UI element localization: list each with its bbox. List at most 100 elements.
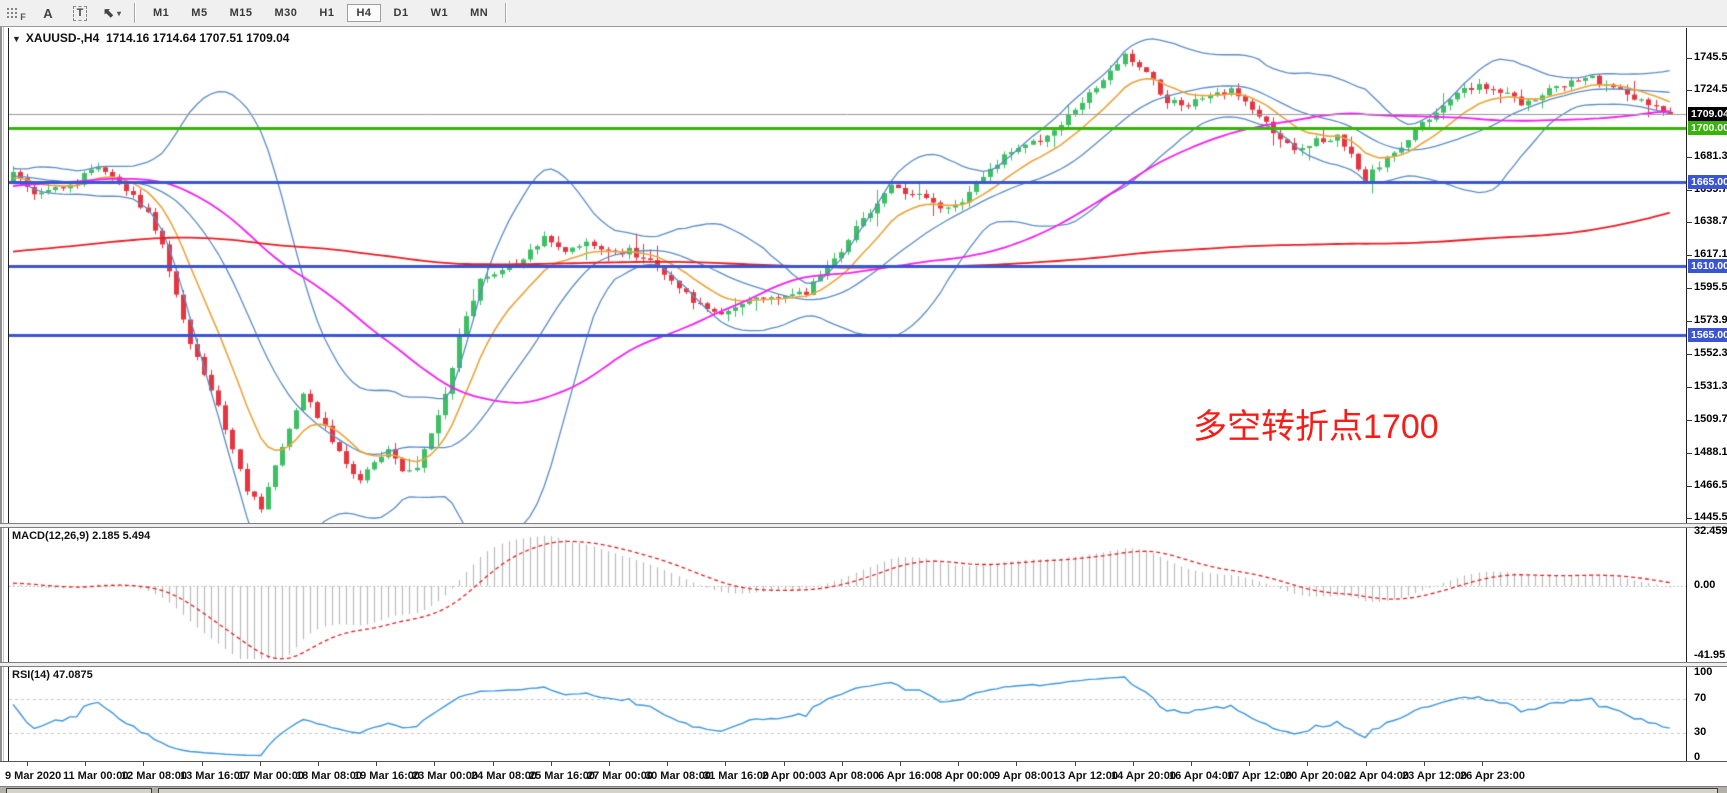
time-axis-label: 18 Mar 08:00 [296,770,363,782]
price-line-label-current: 1709.04 [1688,107,1727,121]
timeframe-button-mn[interactable]: MN [470,7,489,19]
time-axis-tick [376,762,377,766]
time-axis-tick [1307,762,1308,766]
price-line-label-green: 1700.00 [1688,121,1727,135]
text-label-button[interactable]: T [66,1,94,25]
price-axis-tick [1686,90,1692,91]
panel-separator[interactable] [0,662,1727,667]
time-axis-tick [202,762,203,766]
rsi-panel-bottom-border [0,761,1727,762]
macd-label: MACD(12,26,9) 2.185 5.494 [12,530,151,542]
grid-f-label: F [20,11,26,22]
toolbar-separator [505,3,508,23]
macd-axis-label: -41.95 [1694,649,1726,661]
grid-icon [6,6,20,20]
time-axis-tick [1016,762,1017,766]
arrow-tool-icon: ⬉ [103,5,114,20]
price-axis-tick [1686,453,1692,454]
time-axis-tick [1133,762,1134,766]
time-axis-tick [784,762,785,766]
price-axis-label: 1488.10 [1694,446,1727,458]
bottom-tab[interactable] [6,788,152,793]
toolbar-separator [134,3,136,23]
time-axis-label: 17 Apr 12:00 [1227,770,1293,782]
price-axis-tick [1686,255,1692,256]
text-annotation-button[interactable]: A [34,1,62,25]
template-grid-button[interactable]: F [2,1,30,25]
time-axis-label: 13 Apr 12:00 [1053,770,1119,782]
time-axis-label: 24 Mar 08:00 [471,770,538,782]
time-axis-tick [725,762,726,766]
price-axis-label: 1617.10 [1694,248,1727,260]
price-axis-label: 1552.30 [1694,347,1727,359]
time-axis-tick [667,762,668,766]
rsi-label: RSI(14) 47.0875 [12,669,93,681]
time-axis-label: 14 Apr 20:00 [1111,770,1177,782]
time-axis-label: 3 Apr 08:00 [820,770,879,782]
price-axis-label: 1681.30 [1694,150,1727,162]
time-axis-tick [85,762,86,766]
time-axis-label: 23 Apr 12:00 [1402,770,1468,782]
price-axis-label: 1531.30 [1694,380,1727,392]
main-chart-canvas[interactable] [9,29,1686,523]
timeframe-button-m5[interactable]: M5 [191,7,208,19]
price-axis-tick [1686,58,1692,59]
price-axis-label: 1638.70 [1694,215,1727,227]
panel-separator[interactable] [0,523,1727,528]
timeframe-button-m15[interactable]: M15 [229,7,253,19]
price-axis-tick [1686,486,1692,487]
time-axis-tick [1191,762,1192,766]
time-axis-tick [900,762,901,766]
time-axis-tick [958,762,959,766]
time-axis-tick [551,762,552,766]
timeframe-button-h4[interactable]: H4 [347,4,381,22]
time-axis-label: 6 Apr 16:00 [878,770,937,782]
plot-left-border [8,28,9,761]
bottom-strip [0,786,1727,793]
timeframe-button-m1[interactable]: M1 [153,7,170,19]
chart-symbol-label: XAUUSD-,H4 [25,31,100,45]
timeframe-button-h1[interactable]: H1 [319,7,335,19]
macd-panel-canvas[interactable] [9,528,1686,662]
chart-ohlc-values: 1714.16 1714.64 1707.51 1709.04 [105,31,290,45]
window-left-border-inner [3,27,4,793]
price-axis-tick [1686,387,1692,388]
symbol-dropdown-icon: ▼ [12,34,21,44]
price-axis-tick [1686,354,1692,355]
price-axis-label: 1466.50 [1694,479,1727,491]
timeframe-button-w1[interactable]: W1 [430,7,449,19]
rsi-panel-canvas[interactable] [9,667,1686,760]
time-axis-label: 8 Apr 00:00 [936,770,995,782]
time-axis-tick [143,762,144,766]
time-axis-tick [27,762,28,766]
time-axis-label: 26 Apr 23:00 [1460,770,1526,782]
time-axis-label: 12 Mar 08:00 [121,770,188,782]
time-axis-label: 9 Apr 08:00 [994,770,1053,782]
timeframe-button-m30[interactable]: M30 [274,7,298,19]
macd-axis-label: 0.00 [1694,579,1716,591]
timeframe-group: M1 M5 M15 M30 H1 H4 D1 W1 MN [142,4,499,22]
price-axis-border [1686,28,1687,761]
timeframe-button-d1[interactable]: D1 [393,7,409,19]
bottom-scrollbar[interactable] [158,788,1718,793]
price-axis-tick [1686,321,1692,322]
time-axis-label: 9 Mar 2020 [5,770,62,782]
time-axis-label: 17 Mar 00:00 [238,770,305,782]
time-axis-tick [1366,762,1367,766]
price-axis-label: 1509.70 [1694,413,1727,425]
object-tool-button[interactable]: ⬉ ▾ [98,1,126,25]
time-axis-tick [434,762,435,766]
time-axis-tick [1482,762,1483,766]
price-axis-tick [1686,190,1692,191]
time-axis-label: 27 Mar 00:00 [587,770,654,782]
chart-title: ▼ XAUUSD-,H4 1714.16 1714.64 1707.51 1709… [12,31,289,45]
chart-annotation-text: 多空转折点1700 [1193,408,1439,446]
price-line-label-blue: 1665.00 [1688,175,1727,189]
time-axis-label: 16 Apr 04:00 [1169,770,1235,782]
rsi-axis-label: 70 [1694,692,1707,704]
time-axis-tick [318,762,319,766]
time-axis-tick [1424,762,1425,766]
time-axis-label: 23 Mar 00:00 [412,770,479,782]
time-axis-label: 25 Mar 16:00 [529,770,596,782]
time-axis-tick [842,762,843,766]
